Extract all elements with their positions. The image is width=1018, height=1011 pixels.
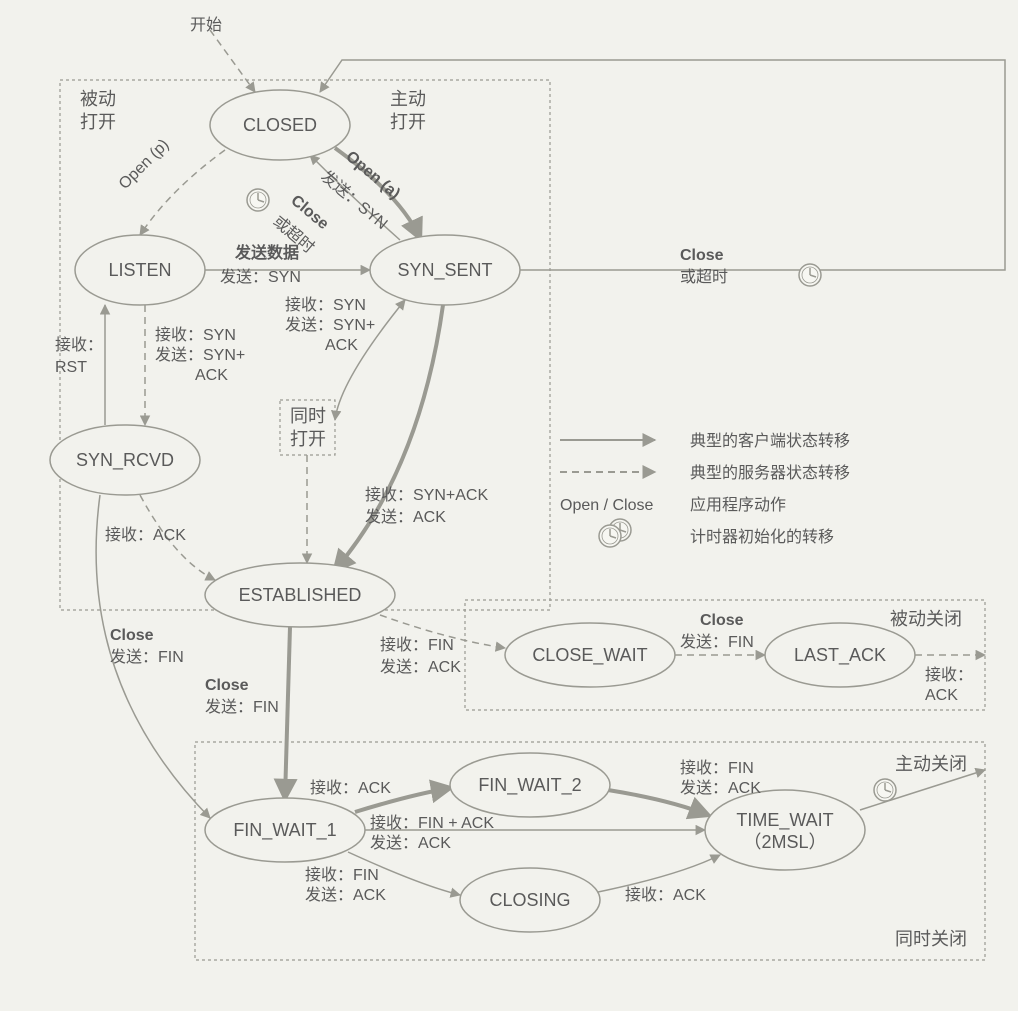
state-time_wait — [705, 790, 865, 870]
edge-label: 开始 — [190, 16, 222, 34]
edge-label: 发送数据 — [234, 243, 299, 262]
edge-label: Close — [680, 247, 724, 264]
state-label: SYN_SENT — [397, 260, 492, 281]
state-label: CLOSED — [243, 115, 317, 135]
edge-label: 发送：FIN — [205, 698, 279, 716]
edge-label: 发送：FIN — [680, 633, 754, 651]
legend-label: 计时器初始化的转移 — [690, 528, 834, 546]
state-label: TIME_WAIT — [736, 810, 833, 831]
legend-label: 应用程序动作 — [690, 495, 786, 514]
state-label: LAST_ACK — [794, 645, 886, 666]
edge-label: 发送：ACK — [680, 779, 761, 797]
edge-label: RST — [55, 359, 87, 376]
state-label: ESTABLISHED — [239, 585, 362, 605]
state-label: FIN_WAIT_1 — [233, 820, 336, 841]
edge-label: 接收： — [55, 336, 103, 354]
edge-label: ACK — [195, 367, 228, 384]
edge-label: 接收：FIN — [680, 759, 754, 777]
edge-label: 接收：SYN — [285, 296, 366, 314]
box-label: 打开 — [290, 429, 326, 449]
edge-label: 发送：SYN — [220, 268, 301, 286]
edge-label: 接收： — [925, 666, 973, 684]
edge-label: 接收：ACK — [310, 779, 391, 797]
box-label: 打开 — [390, 112, 426, 132]
box-label: 打开 — [80, 112, 116, 132]
edge-label: Close — [700, 612, 744, 629]
state-label: CLOSE_WAIT — [532, 645, 647, 666]
edge-label: 发送：ACK — [305, 886, 386, 904]
state-label: LISTEN — [108, 260, 171, 280]
edge-label: 接收：FIN — [380, 636, 454, 654]
edge-label: 或超时 — [680, 268, 728, 286]
edge-label: 接收：SYN — [155, 326, 236, 344]
edge-label: 接收：FIN + ACK — [370, 814, 494, 832]
edge-label: 发送：SYN+ — [155, 346, 245, 364]
state-label: FIN_WAIT_2 — [478, 775, 581, 796]
edge-label: Open (p) — [116, 136, 173, 193]
edge-start — [210, 30, 255, 92]
box-label: 主动 — [390, 89, 426, 109]
edge-label: 发送：ACK — [380, 658, 461, 676]
box-label: 被动 — [80, 89, 116, 109]
box-label: 主动关闭 — [895, 754, 967, 774]
edge-label: 发送：FIN — [110, 648, 184, 666]
edge-label: 发送：SYN+ — [285, 316, 375, 334]
state-label: （2MSL） — [743, 832, 826, 852]
legend-label: 典型的服务器状态转移 — [690, 464, 850, 482]
state-label: SYN_RCVD — [76, 450, 174, 471]
legend-left: Open / Close — [560, 497, 653, 514]
edge-label: ACK — [925, 687, 958, 704]
edge-label: 接收：ACK — [105, 526, 186, 544]
edge-label: ACK — [325, 337, 358, 354]
edge-label: 接收：ACK — [625, 886, 706, 904]
edge-est-finwait1 — [285, 627, 290, 798]
legend-label: 典型的客户端状态转移 — [690, 432, 850, 450]
state-label: CLOSING — [489, 890, 570, 910]
box-label: 同时 — [290, 406, 326, 426]
edge-label: 接收：FIN — [305, 866, 379, 884]
edge-label: 发送：ACK — [365, 508, 446, 526]
edge-label: 接收：SYN+ACK — [365, 486, 488, 504]
box-label: 被动关闭 — [890, 609, 962, 629]
edge-label: Close — [110, 627, 154, 644]
box-label: 同时关闭 — [895, 929, 967, 949]
edge-label: Close — [205, 677, 249, 694]
edge-label: 发送：ACK — [370, 834, 451, 852]
tcp-state-diagram: 被动打开主动打开被动关闭主动关闭同时关闭同时打开 CLOSEDLISTENSYN… — [0, 0, 1018, 1011]
